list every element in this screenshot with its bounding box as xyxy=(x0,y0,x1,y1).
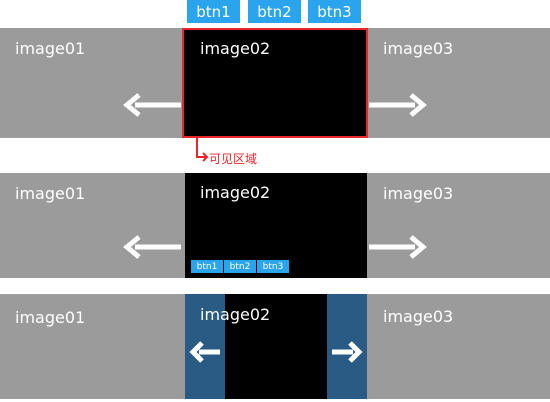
row1-image03-panel xyxy=(368,28,550,138)
row2-image03-panel xyxy=(367,173,550,278)
visible-area-label: 可见区域 xyxy=(209,152,258,166)
row1-arrow-right-icon xyxy=(369,93,427,117)
top-button-btn1[interactable]: btn1 xyxy=(187,0,240,23)
row2-button-btn1[interactable]: btn1 xyxy=(191,260,223,273)
row3-image02-label: image02 xyxy=(200,305,271,324)
row1-image01-label: image01 xyxy=(15,39,86,58)
row3-arrow-right-icon[interactable] xyxy=(331,339,363,365)
row2-arrow-left-icon xyxy=(123,235,181,259)
row2-arrow-right-icon xyxy=(369,235,427,259)
row3-image03-label: image03 xyxy=(383,307,454,326)
row1-image01-panel xyxy=(0,28,182,138)
row3-image03-panel xyxy=(367,294,550,399)
row3-next-button[interactable] xyxy=(327,294,367,399)
row3-prev-button[interactable] xyxy=(185,294,225,399)
row2-button-btn3[interactable]: btn3 xyxy=(257,260,289,273)
top-button-btn3[interactable]: btn3 xyxy=(308,0,361,23)
top-button-btn2[interactable]: btn2 xyxy=(248,0,301,23)
row2-button-btn2[interactable]: btn2 xyxy=(224,260,256,273)
row1-image02-panel xyxy=(182,28,368,138)
row2-image02-label: image02 xyxy=(200,183,271,202)
row1-arrow-left-icon xyxy=(123,93,181,117)
row3-arrow-left-icon[interactable] xyxy=(189,339,221,365)
row1-visible-area-frame xyxy=(182,28,368,138)
row1-image03-label: image03 xyxy=(383,39,454,58)
row1-image02-label: image02 xyxy=(200,39,271,58)
row2-image01-panel xyxy=(0,173,185,278)
row2-image03-label: image03 xyxy=(383,184,454,203)
row3-image01-panel xyxy=(0,294,185,399)
row3-image01-label: image01 xyxy=(15,308,86,327)
callout-connector xyxy=(196,138,209,162)
row2-image01-label: image01 xyxy=(15,184,86,203)
